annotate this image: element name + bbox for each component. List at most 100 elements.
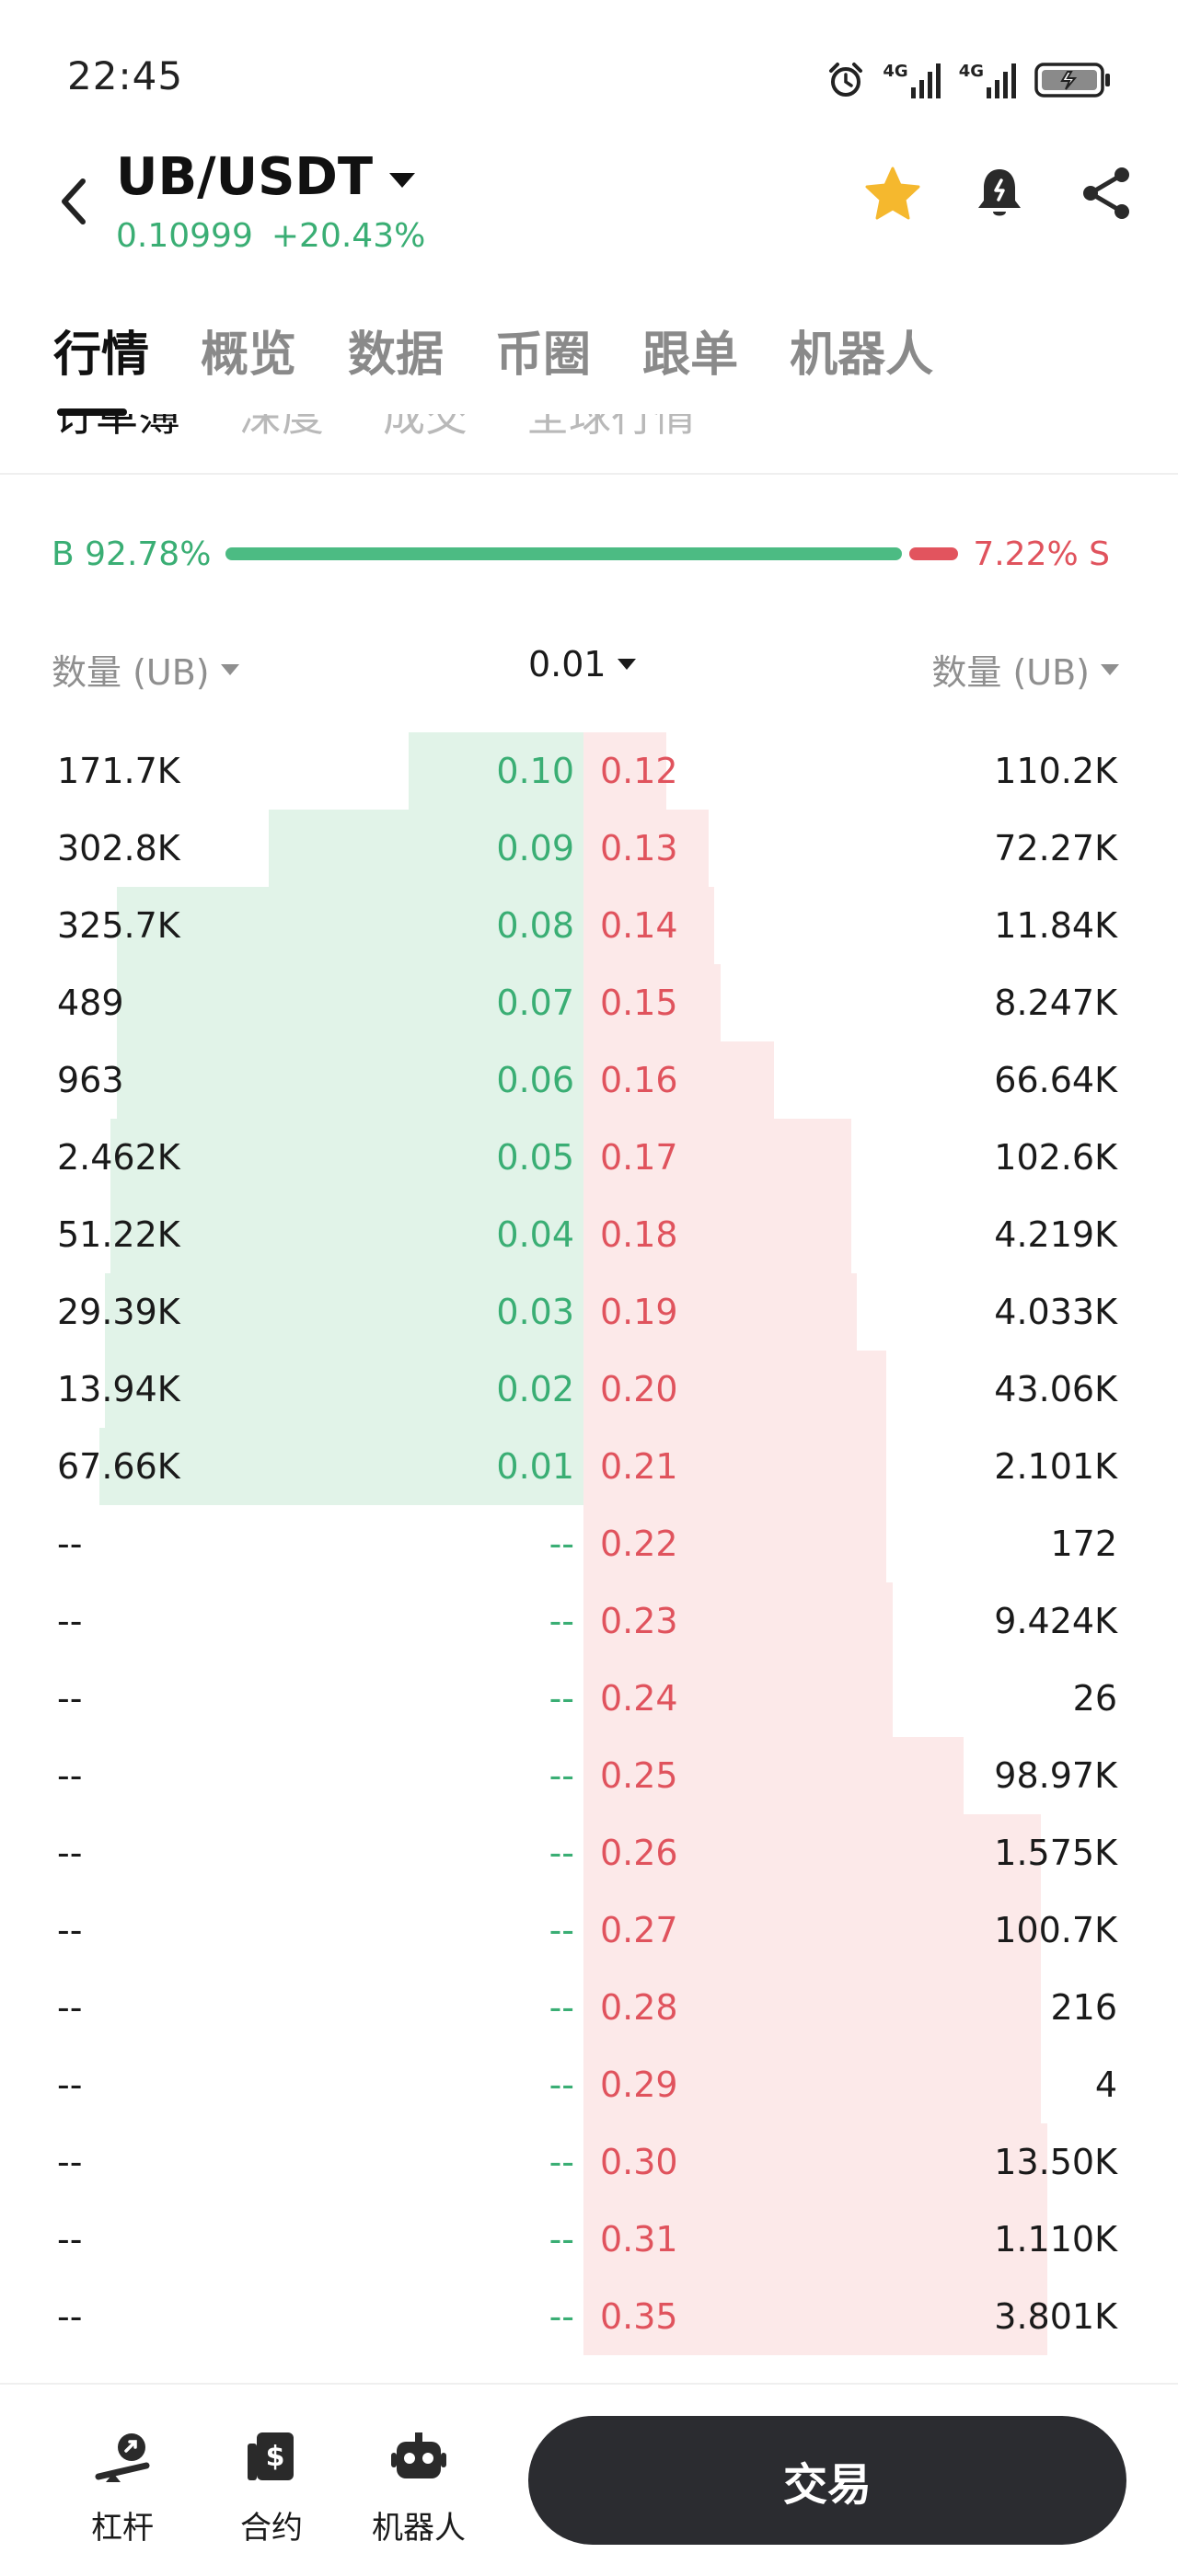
order-book-row[interactable]: -- -- 0.22 172 (0, 1505, 1178, 1582)
order-book-row[interactable]: 302.8K 0.09 0.13 72.27K (0, 810, 1178, 887)
order-book-row[interactable]: -- -- 0.30 13.50K (0, 2123, 1178, 2201)
order-book-row[interactable]: 13.94K 0.02 0.20 43.06K (0, 1351, 1178, 1428)
ask-quantity: 13.50K (994, 2142, 1117, 2182)
svg-text:$: $ (266, 2441, 285, 2473)
bid-price: 0.08 (496, 905, 574, 946)
tab-community[interactable]: 币圈 (495, 327, 592, 383)
sell-ratio-label: 7.22% S (973, 535, 1110, 573)
subtab-order-book[interactable]: 订单簿 (53, 414, 180, 436)
share-icon (1080, 166, 1133, 224)
back-button[interactable] (46, 171, 101, 236)
nav-robot-label: 机器人 (372, 2510, 466, 2547)
ask-price: 0.17 (600, 1137, 678, 1178)
ask-depth-bar (583, 1041, 774, 1119)
ask-price: 0.31 (600, 2219, 678, 2260)
ask-depth-bar (583, 1196, 851, 1273)
order-book-row[interactable]: -- -- 0.23 9.424K (0, 1582, 1178, 1660)
ask-price: 0.18 (600, 1214, 678, 1255)
bid-depth-bar (117, 964, 583, 1041)
order-book-row[interactable]: 489 0.07 0.15 8.247K (0, 964, 1178, 1041)
pair-name: UB/USDT (116, 147, 374, 207)
tab-market[interactable]: 行情 (53, 327, 150, 383)
bid-quantity: 325.7K (57, 905, 180, 946)
order-book-row[interactable]: -- -- 0.26 1.575K (0, 1814, 1178, 1892)
signal-icon-1: 4G (883, 62, 941, 98)
bid-depth-bar (110, 1119, 583, 1196)
order-book-row[interactable]: 2.462K 0.05 0.17 102.6K (0, 1119, 1178, 1196)
ask-quantity: 1.110K (994, 2219, 1117, 2260)
change-percent: +20.43% (271, 217, 426, 255)
bid-quantity: 171.7K (57, 751, 180, 791)
nav-contract[interactable]: $ 合约 (221, 2431, 322, 2547)
order-book-row[interactable]: 67.66K 0.01 0.21 2.101K (0, 1428, 1178, 1505)
ask-depth-bar (583, 1969, 1041, 2046)
order-book-row[interactable]: -- -- 0.25 98.97K (0, 1737, 1178, 1814)
subtab-global-market[interactable]: 全球行情 (526, 414, 696, 436)
ask-depth-bar (583, 1660, 893, 1737)
order-book-row[interactable]: 325.7K 0.08 0.14 11.84K (0, 887, 1178, 964)
ask-price: 0.25 (600, 1755, 678, 1796)
divider (0, 473, 1178, 475)
ask-depth-bar (583, 1428, 886, 1505)
bid-quantity: 302.8K (57, 828, 180, 868)
tab-data[interactable]: 数据 (348, 327, 445, 383)
bid-quantity: -- (57, 2142, 83, 2182)
bid-price: 0.10 (496, 751, 574, 791)
bid-quantity: -- (57, 1601, 83, 1641)
ask-depth-bar (583, 1582, 893, 1660)
order-book-row[interactable]: -- -- 0.31 1.110K (0, 2201, 1178, 2278)
ask-depth-bar (583, 1505, 886, 1582)
ask-price: 0.12 (600, 751, 678, 791)
precision-selector[interactable]: 0.01 (528, 644, 636, 684)
order-book-row[interactable]: -- -- 0.28 216 (0, 1969, 1178, 2046)
ask-quantity: 110.2K (994, 751, 1117, 791)
status-icons: 4G 4G (826, 57, 1112, 103)
status-time: 22:45 (67, 53, 184, 98)
nav-robot[interactable]: 机器人 (368, 2431, 469, 2547)
pair-price: 0.10999 +20.43% (116, 217, 425, 255)
caret-down-icon (617, 659, 636, 670)
status-bar: 22:45 4G 4G (0, 0, 1178, 156)
pair-selector[interactable]: UB/USDT (116, 147, 416, 207)
ask-depth-bar (583, 810, 709, 887)
order-book-row[interactable]: 963 0.06 0.16 66.64K (0, 1041, 1178, 1119)
order-book-row[interactable]: 51.22K 0.04 0.18 4.219K (0, 1196, 1178, 1273)
nav-leverage[interactable]: 杠杆 (72, 2431, 173, 2547)
bid-price: 0.01 (496, 1446, 574, 1487)
bid-price: 0.09 (496, 828, 574, 868)
order-book-row[interactable]: -- -- 0.35 3.801K (0, 2278, 1178, 2355)
order-book-row[interactable]: -- -- 0.27 100.7K (0, 1892, 1178, 1969)
star-icon (864, 166, 921, 224)
contract-icon: $ (244, 2431, 299, 2490)
bid-quantity-unit-selector[interactable]: 数量 (UB) (52, 644, 239, 695)
ask-quantity: 26 (1072, 1678, 1117, 1719)
ask-price: 0.26 (600, 1833, 678, 1873)
ask-depth-bar (583, 1273, 857, 1351)
subtab-depth[interactable]: 深度 (239, 414, 324, 436)
order-book-row[interactable]: 29.39K 0.03 0.19 4.033K (0, 1273, 1178, 1351)
order-book-row[interactable]: -- -- 0.24 26 (0, 1660, 1178, 1737)
bid-quantity: 2.462K (57, 1137, 180, 1178)
ask-quantity-unit-selector[interactable]: 数量 (UB) (931, 644, 1119, 695)
bid-quantity: 51.22K (57, 1214, 180, 1255)
trade-button[interactable]: 交易 (528, 2416, 1126, 2545)
main-tabs: 行情 概览 数据 币圈 跟单 机器人 (53, 313, 933, 386)
favorite-button[interactable] (863, 166, 922, 224)
ask-depth-bar (583, 1814, 1041, 1892)
order-book-row[interactable]: 171.7K 0.10 0.12 110.2K (0, 732, 1178, 810)
bid-depth-bar (117, 887, 583, 964)
order-book-row[interactable]: -- -- 0.29 4 (0, 2046, 1178, 2123)
bid-quantity: -- (57, 1755, 83, 1796)
subtab-trades[interactable]: 成交 (383, 414, 468, 436)
tab-bots[interactable]: 机器人 (790, 327, 934, 383)
ask-quantity: 9.424K (994, 1601, 1117, 1641)
share-button[interactable] (1077, 166, 1136, 224)
caret-down-icon (220, 663, 239, 675)
ask-depth-bar (583, 2278, 1047, 2355)
buy-sell-ratio: B 92.78% 7.22% S (52, 532, 1110, 576)
tab-copy-trading[interactable]: 跟单 (642, 327, 739, 383)
bottom-nav: 杠杆 $ 合约 机器人 交易 (0, 2383, 1178, 2576)
tab-overview[interactable]: 概览 (201, 327, 297, 383)
bid-price: 0.03 (496, 1292, 574, 1332)
alert-button[interactable] (970, 166, 1029, 224)
